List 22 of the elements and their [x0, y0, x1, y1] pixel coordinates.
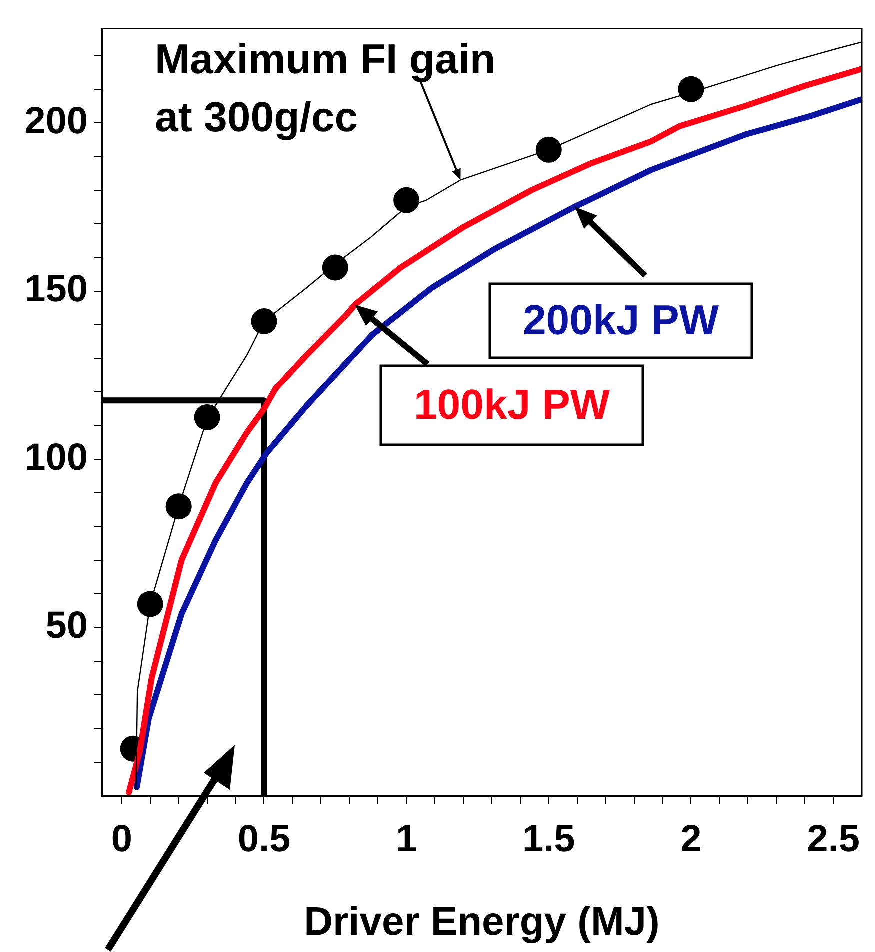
x-axis-title: Driver Energy (MJ) — [304, 900, 660, 944]
point — [166, 494, 192, 520]
annotation: 100kJ PW — [414, 381, 610, 428]
x-tick-label: 0 — [111, 818, 132, 860]
x-tick-label: 1.5 — [522, 818, 576, 860]
annotation: 200kJ PW — [522, 296, 720, 344]
y-tick-label: 150 — [24, 268, 88, 311]
point — [678, 76, 704, 102]
point — [251, 308, 278, 335]
x-tick-label: 1 — [396, 818, 418, 860]
point — [194, 404, 220, 430]
annotation: Maximum FI gain at 300g/cc — [155, 36, 496, 141]
point — [394, 187, 420, 214]
x-tick-label: 0.5 — [238, 818, 291, 860]
x-tick-label: 2 — [680, 818, 702, 860]
y-tick-label: 100 — [24, 436, 88, 479]
y-tick-label: 200 — [24, 100, 88, 142]
point — [137, 591, 164, 618]
point — [536, 136, 562, 163]
point — [322, 254, 348, 281]
y-tick-label: 50 — [46, 605, 88, 648]
x-tick-label: 2.5 — [807, 818, 860, 860]
